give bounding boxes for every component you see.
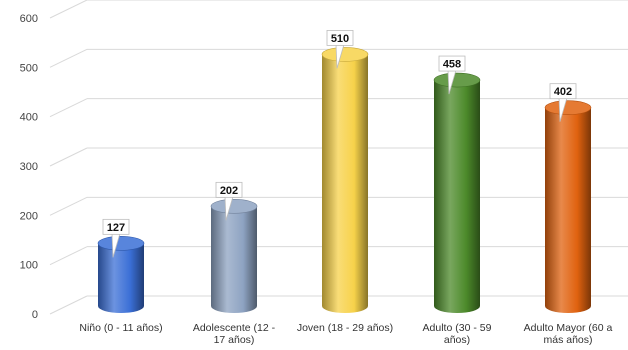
bar — [544, 100, 592, 314]
bar — [97, 236, 145, 313]
bar — [433, 72, 481, 313]
y-tick-label: 400 — [20, 112, 38, 124]
data-labels: 127 202 510 458 402 — [102, 29, 577, 258]
category-label: Adolescente (12 -17 años) — [193, 322, 276, 346]
bar-top — [321, 47, 369, 62]
data-label-text: 510 — [331, 33, 349, 45]
gridline-depth — [49, 48, 88, 68]
data-label-text: 127 — [107, 222, 125, 234]
data-label: 402 — [549, 83, 577, 122]
data-label: 202 — [215, 181, 243, 221]
bar — [210, 199, 258, 313]
bar-body — [322, 54, 368, 314]
category-label-line: 17 años) — [214, 334, 255, 346]
data-label-text: 202 — [220, 185, 238, 197]
category-label-line: Adulto (30 - 59 — [423, 322, 492, 334]
bar-body — [211, 206, 257, 313]
y-tick-label: 600 — [20, 13, 38, 25]
gridline-depth — [49, 196, 88, 216]
bar-body — [545, 107, 591, 314]
gridline-depth — [49, 0, 88, 19]
bar-top — [544, 100, 592, 115]
category-label: Adulto (30 - 59 años) — [423, 322, 492, 346]
y-axis-ticks: 0 100 200 300 400 500 600 — [20, 13, 38, 321]
category-label: Niño (0 - 11 años) — [79, 322, 162, 334]
y-tick-label: 200 — [20, 210, 38, 222]
gridline-depth — [49, 246, 88, 266]
category-label-line: Adolescente (12 - — [193, 322, 276, 334]
bars — [97, 47, 592, 314]
y-tick-label: 300 — [20, 161, 38, 173]
data-label-text: 458 — [443, 59, 461, 71]
category-label-line: años) — [444, 334, 470, 346]
gridline-depth — [49, 98, 88, 118]
y-tick-label: 500 — [20, 62, 38, 74]
category-label-line: Niño (0 - 11 años) — [79, 322, 162, 334]
data-label: 510 — [326, 29, 354, 69]
bar-body — [98, 243, 144, 313]
y-tick-label: 100 — [20, 260, 38, 272]
bar-top — [97, 236, 145, 251]
gridline-depth — [49, 147, 88, 167]
category-label-line: Adulto Mayor (60 a — [524, 322, 613, 334]
category-label: Joven (18 - 29 años) — [297, 322, 393, 334]
bar — [321, 47, 369, 314]
data-label-text: 402 — [554, 86, 572, 98]
gridline-depth — [49, 295, 88, 315]
category-label-line: Joven (18 - 29 años) — [297, 322, 393, 334]
data-label: 127 — [102, 218, 130, 258]
category-label-line: más años) — [543, 334, 592, 346]
data-label: 458 — [438, 55, 466, 95]
category-label: Adulto Mayor (60 a más años) — [524, 322, 613, 346]
category-labels: Niño (0 - 11 años) Adolescente (12 -17 añ… — [79, 322, 612, 346]
bar-top — [433, 72, 481, 88]
bar-top — [210, 199, 258, 214]
y-tick-label: 0 — [32, 309, 38, 321]
bar-body — [434, 80, 480, 313]
